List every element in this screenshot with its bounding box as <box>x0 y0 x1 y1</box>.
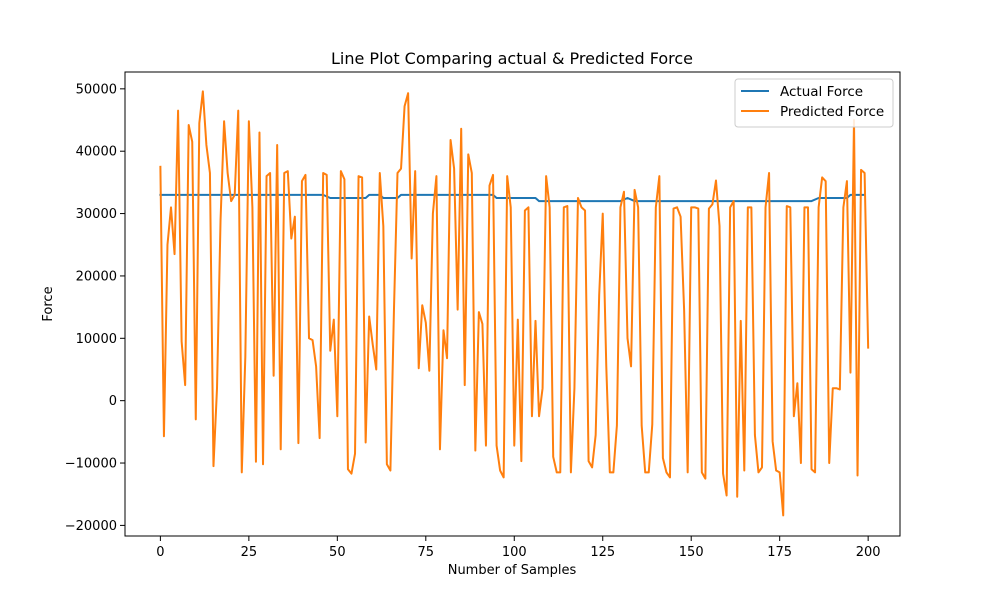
y-tick-label: 0 <box>109 394 117 409</box>
y-tick-label: 10000 <box>76 332 117 347</box>
y-tick-label: −10000 <box>65 457 117 472</box>
x-tick-label: 75 <box>418 545 435 560</box>
x-tick-label: 0 <box>156 545 164 560</box>
y-tick-label: −20000 <box>65 519 117 534</box>
actual-force-line <box>159 193 866 203</box>
legend-label-predicted-force: Predicted Force <box>780 104 884 120</box>
x-tick-label: 175 <box>767 545 792 560</box>
series-layer <box>159 90 870 517</box>
legend: Actual Force Predicted Force <box>734 78 894 128</box>
x-tick-label: 125 <box>590 545 615 560</box>
predicted-force-line <box>159 90 870 517</box>
plot-area <box>124 71 901 537</box>
x-tick-label: 150 <box>679 545 704 560</box>
x-tick-label: 200 <box>856 545 881 560</box>
x-tick-label: 100 <box>502 545 527 560</box>
x-tick-label: 25 <box>241 545 258 560</box>
legend-box <box>734 78 894 128</box>
legend-label-actual-force: Actual Force <box>780 84 863 100</box>
x-tick-label: 50 <box>329 545 346 560</box>
plot-frame <box>124 71 901 537</box>
y-tick-label: 50000 <box>76 82 117 97</box>
y-axis-label: Force <box>41 286 56 321</box>
y-tick-label: 30000 <box>76 207 117 222</box>
x-axis: 0 25 50 75 100 125 150 175 200 <box>156 536 881 560</box>
chart-title: Line Plot Comparing actual & Predicted F… <box>331 49 693 68</box>
y-axis: −20000 −10000 0 10000 20000 30000 40000 50000 <box>65 82 125 534</box>
y-tick-label: 20000 <box>76 269 117 284</box>
y-tick-label: 40000 <box>76 145 117 160</box>
x-axis-label: Number of Samples <box>448 563 577 578</box>
